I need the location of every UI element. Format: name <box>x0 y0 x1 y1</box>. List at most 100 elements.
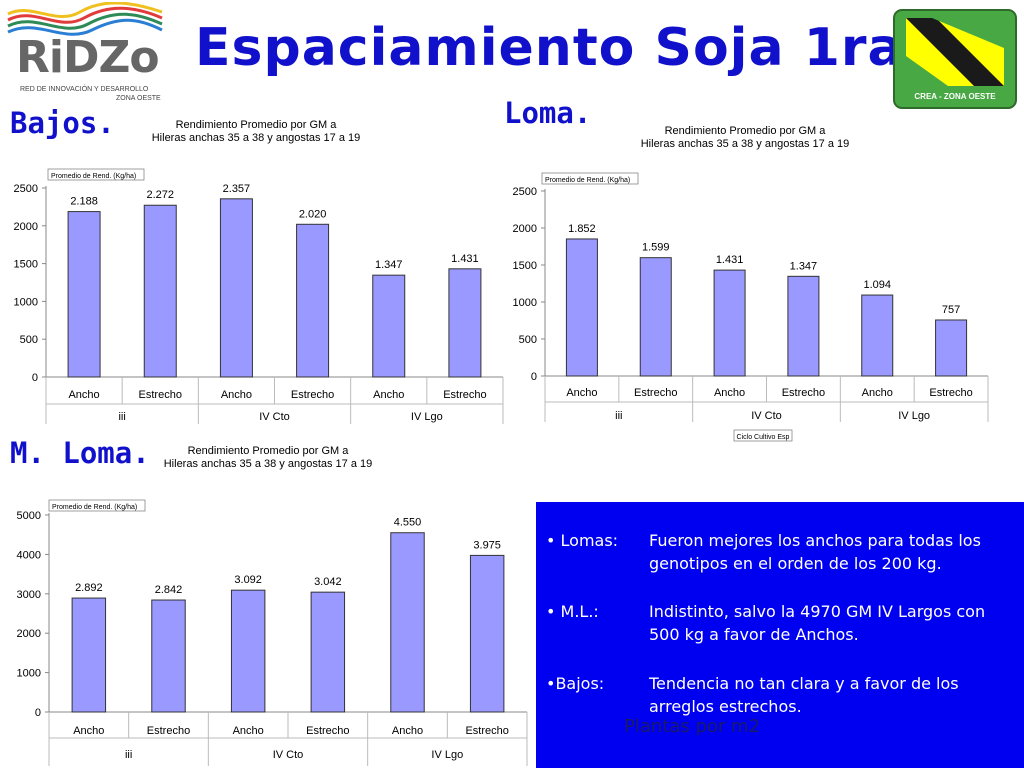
y-tick-label: 2500 <box>14 183 38 195</box>
bar <box>151 599 186 713</box>
x-category-label: Ancho <box>566 387 597 399</box>
series-tag-box <box>541 172 639 185</box>
bar-value-label: 757 <box>942 304 960 316</box>
section-label-loma: Loma. <box>504 96 592 130</box>
section-label-bajos: Bajos. <box>10 106 115 140</box>
x-category-label: Ancho <box>221 389 252 401</box>
bar <box>861 294 894 377</box>
series-tag-label: Promedio de Rend. (Kg/ha) <box>545 177 630 184</box>
bar-value-label: 3.975 <box>473 539 501 551</box>
x-group-label: IV Lgo <box>431 749 463 761</box>
x-category-label: Estrecho <box>306 725 349 737</box>
x-category-label: Estrecho <box>929 387 972 399</box>
x-category-label: Estrecho <box>443 389 486 401</box>
bar-value-label: 3.042 <box>314 576 342 588</box>
series-tag-label: Promedio de Rend. (Kg/ha) <box>51 173 136 180</box>
bar <box>67 211 101 378</box>
x-category-label: Estrecho <box>147 725 190 737</box>
bar <box>372 274 406 378</box>
x-group-label: IV Lgo <box>898 410 930 422</box>
bar <box>219 198 253 378</box>
field-tag-label: Ciclo Cultivo Esp <box>737 434 790 441</box>
x-category-label: Estrecho <box>139 389 182 401</box>
bar <box>448 268 482 378</box>
y-tick-label: 1500 <box>513 260 537 272</box>
bar <box>143 204 177 378</box>
series-tag-label: Promedio de Rend. (Kg/ha) <box>52 504 137 511</box>
x-category-label: Estrecho <box>782 387 825 399</box>
series-tag-box <box>47 168 145 181</box>
y-tick-label: 500 <box>20 334 38 346</box>
y-tick-label: 1000 <box>513 297 537 309</box>
plants-per-m2-label: Plantas por m2 <box>624 716 761 737</box>
crea-logo: CREA - ZONA OESTE <box>892 8 1018 110</box>
x-group-label: IV Cto <box>259 411 290 423</box>
bar <box>296 223 330 378</box>
ridzo-logo: RiDZo RED DE INNOVACIÓN Y DESARROLLO ZON… <box>4 1 166 106</box>
y-tick-label: 1000 <box>17 668 41 680</box>
bar-value-label: 1.431 <box>451 253 479 265</box>
ridzo-tagline-zone: ZONA OESTE <box>116 95 161 102</box>
y-tick-label: 500 <box>519 334 537 346</box>
y-tick-label: 1500 <box>14 259 38 271</box>
note-text: Fueron mejores los anchos para todas los… <box>649 531 981 573</box>
section-label-media-loma: M. Loma. <box>10 436 150 470</box>
chart-loma: Rendimiento Promedio por GM a Hileras anc… <box>505 120 995 446</box>
y-tick-label: 2000 <box>513 223 537 235</box>
x-category-label: Estrecho <box>634 387 677 399</box>
y-tick-label: 0 <box>32 372 38 384</box>
bar <box>787 275 820 377</box>
y-tick-label: 2000 <box>17 628 41 640</box>
y-tick-label: 4000 <box>17 549 41 561</box>
bar-value-label: 2.892 <box>75 582 103 594</box>
bar <box>565 238 598 377</box>
crea-emblem-icon <box>893 9 1017 109</box>
x-category-label: Ancho <box>392 725 423 737</box>
bar-value-label: 2.357 <box>223 183 251 195</box>
ridzo-tagline: RED DE INNOVACIÓN Y DESARROLLO <box>20 86 149 93</box>
crea-label: CREA - ZONA OESTE <box>914 92 996 101</box>
y-tick-label: 2500 <box>513 186 537 198</box>
bar <box>469 554 505 713</box>
bar <box>713 269 746 377</box>
x-category-label: Ancho <box>73 725 104 737</box>
bar-value-label: 1.852 <box>568 223 596 235</box>
bar <box>935 319 968 377</box>
bar-value-label: 1.347 <box>790 260 818 272</box>
x-category-label: Ancho <box>68 389 99 401</box>
bar <box>310 591 346 713</box>
ridzo-wordmark: RiDZo <box>16 32 160 83</box>
series-tag-box <box>48 499 146 512</box>
note-key: •Bajos: <box>546 674 605 693</box>
bar-value-label: 2.842 <box>155 584 183 596</box>
chart-title: Rendimiento Promedio por GM a <box>188 445 350 457</box>
x-group-label: IV Cto <box>751 410 782 422</box>
x-group-label: iii <box>615 410 622 422</box>
bar-value-label: 1.431 <box>716 254 744 266</box>
field-tag-box <box>733 429 793 442</box>
x-group-label: iii <box>125 749 132 761</box>
bar-value-label: 2.020 <box>299 208 327 220</box>
bar-value-label: 1.347 <box>375 259 403 271</box>
summary-notes-box: • Lomas: Fueron mejores los anchos para … <box>536 502 1024 768</box>
y-tick-label: 3000 <box>17 589 41 601</box>
x-category-label: Ancho <box>233 725 264 737</box>
bar-value-label: 1.094 <box>863 279 891 291</box>
bar-value-label: 3.092 <box>234 574 262 586</box>
bar-value-label: 2.188 <box>70 196 98 208</box>
y-tick-label: 5000 <box>17 510 41 522</box>
note-key: • M.L.: <box>546 602 599 621</box>
note-text: Indistinto, salvo la 4970 GM IV Largos c… <box>649 602 986 644</box>
note-text: Tendencia no tan clara y a favor de los … <box>649 674 959 716</box>
x-group-label: IV Lgo <box>411 411 443 423</box>
x-category-label: Ancho <box>862 387 893 399</box>
x-category-label: Estrecho <box>291 389 334 401</box>
y-tick-label: 0 <box>531 371 537 383</box>
x-group-label: iii <box>118 411 125 423</box>
chart-subtitle: Hileras anchas 35 a 38 y angostas 17 a 1… <box>164 458 373 470</box>
chart-subtitle: Hileras anchas 35 a 38 y angostas 17 a 1… <box>641 138 850 150</box>
y-tick-label: 2000 <box>14 221 38 233</box>
bar-value-label: 1.599 <box>642 242 670 254</box>
